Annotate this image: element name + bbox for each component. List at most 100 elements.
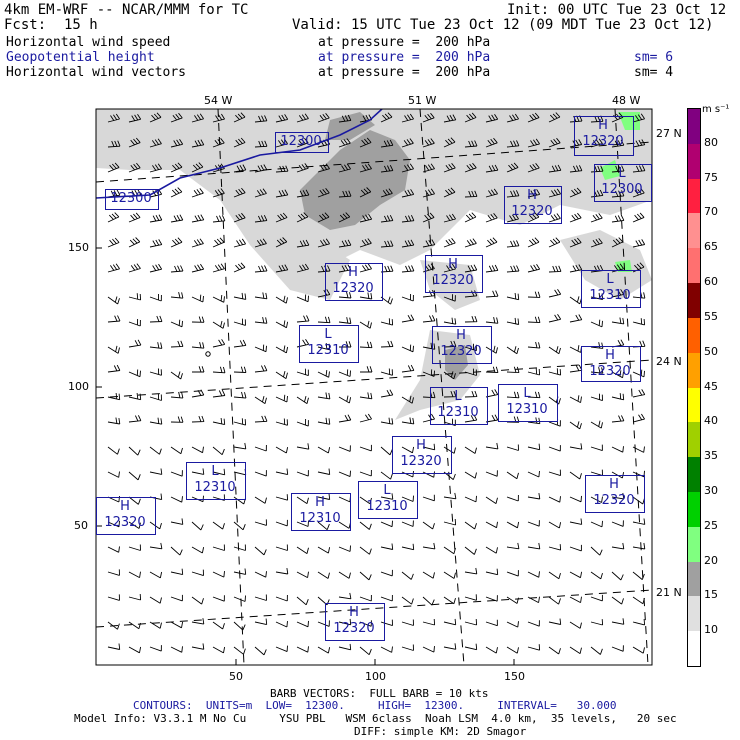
colorbar-cell (687, 247, 701, 284)
wind-barb (590, 393, 603, 402)
wind-barb (191, 263, 205, 273)
wind-barb (569, 621, 582, 629)
colorbar-label: 20 (704, 553, 718, 567)
wind-barb (254, 292, 268, 300)
wind-barb (212, 595, 225, 602)
wind-barb (611, 596, 624, 605)
height-label-box (504, 186, 562, 224)
wind-barb (191, 446, 204, 454)
wind-barb (254, 344, 267, 353)
pressure-center-type: H (120, 499, 130, 514)
wind-barb (485, 113, 499, 123)
height-label-box (581, 346, 641, 382)
pressure-center-type: L (324, 327, 332, 342)
height-label-box (574, 116, 634, 156)
wind-barb (527, 112, 540, 123)
wind-barb (254, 594, 267, 601)
wind-barb (233, 164, 247, 173)
lon-label-51w: 51 W (408, 94, 437, 107)
wind-barb (275, 370, 288, 379)
wind-barb (128, 646, 142, 654)
wind-barb (212, 521, 225, 530)
wind-barb (485, 237, 498, 248)
wind-barb (527, 493, 541, 500)
wind-barb (422, 494, 435, 502)
wind-barb (107, 237, 120, 248)
wind-barb (170, 371, 183, 380)
wind-barb (485, 264, 499, 273)
wind-barb (443, 643, 457, 650)
wind-barb (443, 492, 457, 500)
x-tick-100: 100 (365, 670, 386, 683)
wind-barb (443, 546, 456, 555)
wind-barb (296, 113, 309, 123)
wind-barb (611, 139, 625, 148)
wind-barb (569, 471, 582, 480)
wind-barb (359, 292, 373, 300)
wind-barb (422, 369, 435, 377)
wind-barb (107, 315, 121, 323)
wind-barb (191, 341, 205, 349)
diff-info: DIFF: simple KM: 2D Smagor (354, 725, 527, 738)
wind-barb (380, 389, 394, 398)
wind-barb (485, 188, 498, 198)
pressure-center-type: L (523, 386, 531, 401)
wind-barb (611, 618, 625, 625)
wind-barb (401, 619, 414, 626)
wind-barb (632, 113, 645, 123)
barb-legend: BARB VECTORS: FULL BARB = 10 kts (270, 687, 489, 700)
wind-barb (506, 621, 519, 628)
wind-barb (338, 114, 352, 123)
colorbar-cell (687, 421, 701, 458)
wind-barb (611, 393, 625, 401)
height-value: 12320 (400, 454, 442, 469)
wind-barb (569, 345, 582, 353)
wind-barb (275, 519, 288, 527)
wind-barb (128, 339, 142, 348)
height-label-box (430, 387, 488, 425)
wind-barb (506, 596, 519, 604)
height-value: 12310 (299, 511, 341, 526)
wind-barb (380, 318, 394, 326)
wind-barb (338, 317, 352, 324)
wind-barb (149, 163, 162, 173)
wind-barb (192, 366, 205, 373)
wind-barb (296, 646, 309, 653)
wind-barb (317, 417, 331, 425)
wind-barb (632, 239, 646, 248)
wind-barb (527, 263, 541, 273)
wind-barb (339, 341, 352, 348)
wind-barb (254, 115, 268, 123)
wind-barb (317, 521, 330, 531)
wind-barb (464, 212, 477, 223)
wind-barb (296, 137, 309, 148)
wind-barb (170, 237, 183, 248)
wind-barb (275, 295, 288, 304)
contour-info: CONTOURS: UNITS=m LOW= 12300. HIGH= 1230… (133, 699, 617, 712)
wind-barb (212, 646, 226, 654)
wind-barb (359, 163, 372, 173)
height-value: 12310 (506, 402, 548, 417)
wind-barb (191, 468, 205, 475)
wind-barb (338, 212, 351, 223)
height-label-box (425, 255, 483, 293)
wind-barb (128, 137, 141, 148)
wind-barb (401, 163, 414, 173)
forecast-hour: 15 h (64, 17, 98, 33)
wind-barb (590, 420, 603, 429)
wind-barb (548, 213, 561, 223)
wind-barb (548, 496, 561, 503)
wind-barb (317, 571, 330, 579)
colorbar-cell (687, 177, 701, 214)
wind-barb (632, 212, 645, 223)
wind-barb (359, 114, 373, 123)
wind-barb (527, 368, 541, 376)
wind-barb (128, 621, 141, 630)
colorbar-label: 80 (704, 135, 718, 149)
colorbar-label: 45 (704, 379, 718, 393)
height-label-box (291, 493, 351, 531)
wind-barb (611, 520, 624, 527)
wind-barb (317, 163, 330, 173)
graticule (96, 109, 652, 665)
wind-barb (590, 594, 603, 602)
